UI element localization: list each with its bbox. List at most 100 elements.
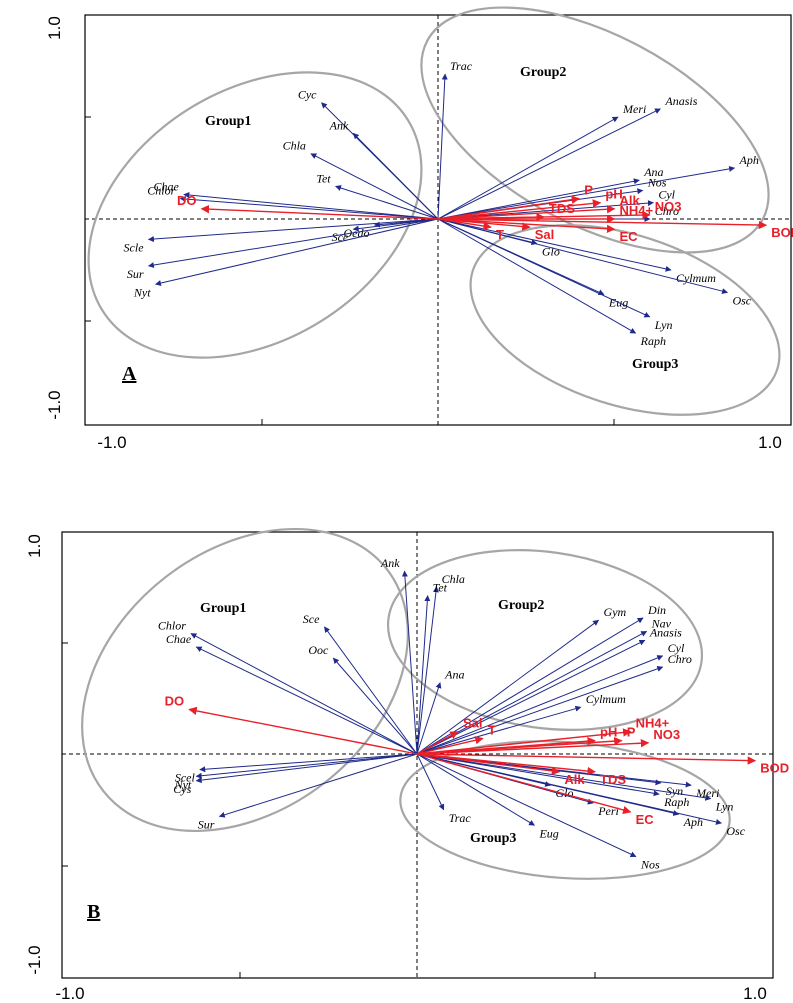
env-arrow-nh4 [416,728,632,755]
env-label-do: DO [177,193,197,208]
species-label-osc: Osc [732,293,751,307]
panel-b-ticks [62,642,596,978]
species-label-gym: Gym [604,605,627,619]
env-label-sal: Sal [535,227,555,242]
env-label-t: T [496,227,504,242]
species-label-lyn: Lyn [654,318,673,332]
panel-b-y-tick-max: 1.0 [25,534,44,558]
panel-b-group3-label: Group3 [470,831,516,846]
species-arrow-chlor [190,633,418,755]
species-arrow-nyt [155,218,439,286]
env-arrow-no3 [416,739,650,755]
species-label-cyc: Cyc [298,88,317,102]
env-label-tds: TDS [549,201,575,216]
species-label-cys: Cys [173,782,191,796]
env-arrow-alk [437,205,616,220]
env-label-ph: pH [600,725,617,740]
env-arrow-do [200,204,439,220]
species-arrow-chla [310,153,439,220]
species-arrow-chla [416,586,439,755]
species-arrow-ank [401,570,418,755]
species-label-chro: Chro [655,204,679,218]
species-arrow-ana [437,178,640,220]
species-arrow-cylmum [416,705,582,755]
env-label-alk: Alk [564,772,585,787]
panel-a-ticks [85,116,615,426]
env-arrow-do [188,706,418,755]
env-label-p: P [584,183,593,198]
env-arrow-ec [437,218,616,233]
species-label-eug: Eug [538,826,558,840]
species-label-raph: Raph [640,334,666,348]
species-arrow-lyn [437,218,651,318]
species-label-osc: Osc [726,824,745,838]
species-arrow-aph [437,165,736,220]
species-arrow-chae [195,646,418,755]
env-label-bod: BOD [760,761,789,776]
species-label-scel: Scel [175,771,196,785]
species-arrow-cylmum [437,218,672,272]
species-label-chlor: Chlor [147,184,175,198]
env-label-nh4: NH4+ [636,716,670,731]
species-arrow-scle [147,218,439,243]
env-arrow-bod [437,218,768,230]
species-arrow-nyt [195,753,418,779]
env-arrow-t [437,218,492,231]
species-label-chro: Chro [668,652,692,666]
panel-a-y-tick-max: 1.0 [45,16,64,40]
panel-b-environment-arrows: DO Sal T NH4+ pH P NO3 BOD Alk TDS EC [165,693,789,827]
env-label-nh4: NH4+ [620,203,654,218]
species-label-chla: Chla [442,572,465,586]
species-label-trac: Trac [449,811,472,825]
species-label-din: Din [647,603,666,617]
env-label-no3: NO3 [655,199,682,214]
env-label-p: P [627,725,636,740]
species-label-tet: Tet [433,581,448,595]
species-arrow-tet [335,185,439,220]
species-label-meri: Meri [622,102,646,116]
panel-b-x-tick-min: -1.0 [55,984,84,1003]
env-label-do: DO [165,693,185,708]
species-arrow-osc [437,218,729,295]
species-arrow-ooc [332,657,418,755]
species-label-scle: Scle [124,240,145,254]
species-label-sur: Sur [198,817,215,831]
panel-b-group1-label: Group1 [200,601,246,616]
species-label-syn: Syn [666,784,683,798]
panel-a-group3-label: Group3 [632,357,678,372]
env-label-no3: NO3 [653,727,680,742]
species-arrow-sce [324,626,418,755]
species-label-ana: Ana [643,165,663,179]
species-arrow-meri [437,116,619,220]
species-label-ana: Ana [444,668,464,682]
species-label-nav: Nav [651,616,672,630]
species-arrow-osc [416,753,722,825]
species-label-cylmum: Cylmum [586,692,626,706]
env-label-ec: EC [636,812,655,827]
panel-a: -1.0 1.0 1.0 -1.0 Trac Meri Anasis Aph AnaNo… [45,6,793,452]
species-arrow-sce [352,218,439,232]
species-label-lyn: Lyn [715,800,734,814]
panel-a-letter: A [122,363,137,385]
panel-b-x-tick-max: 1.0 [743,984,767,1003]
species-label-tet: Tet [316,171,331,185]
species-label-chae: Chae [153,180,179,194]
species-label-sce: Sce [303,612,320,626]
species-label-anasis: Anasis [664,94,697,108]
group1-ellipse [87,71,423,359]
species-arrow-ank [352,132,439,220]
env-arrow-tds [416,753,596,776]
env-label-sal: Sal [463,716,483,731]
species-arrow-scel [199,753,418,773]
species-arrow-anasis [437,108,661,220]
species-label-trac: Trac [450,59,473,73]
species-label-nyt: Nyt [174,777,192,791]
panel-b-letter: B [87,901,100,923]
env-arrow-ph [437,199,602,220]
species-label-nos: Nos [647,175,667,189]
env-arrow-ec [416,753,632,815]
species-arrow-raph [437,218,637,334]
panel-b-ellipses [81,527,731,880]
